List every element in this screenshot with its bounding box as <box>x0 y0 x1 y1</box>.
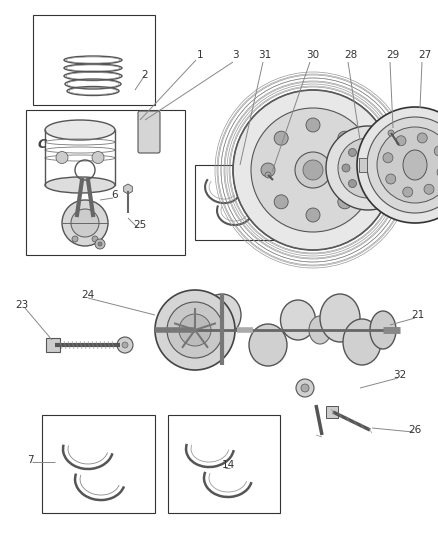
Ellipse shape <box>370 311 396 349</box>
Ellipse shape <box>343 319 381 365</box>
FancyBboxPatch shape <box>138 111 160 153</box>
FancyBboxPatch shape <box>359 158 367 172</box>
Circle shape <box>167 302 223 358</box>
Circle shape <box>155 290 235 370</box>
Circle shape <box>338 138 398 198</box>
Text: 30: 30 <box>307 50 320 60</box>
Bar <box>195 165 280 240</box>
Circle shape <box>349 149 357 157</box>
FancyBboxPatch shape <box>326 406 338 418</box>
Circle shape <box>251 108 375 232</box>
FancyBboxPatch shape <box>46 338 60 352</box>
Circle shape <box>383 153 393 163</box>
Text: 25: 25 <box>134 220 147 230</box>
Ellipse shape <box>45 177 115 193</box>
Circle shape <box>265 172 271 178</box>
Text: 29: 29 <box>386 50 399 60</box>
Circle shape <box>62 200 108 246</box>
Text: 7: 7 <box>27 455 33 465</box>
Circle shape <box>179 314 211 346</box>
Circle shape <box>338 195 352 209</box>
Circle shape <box>386 174 396 184</box>
Text: 6: 6 <box>112 190 118 200</box>
Circle shape <box>233 90 393 250</box>
Ellipse shape <box>309 316 331 344</box>
Circle shape <box>274 131 288 145</box>
Circle shape <box>274 195 288 209</box>
Circle shape <box>306 208 320 222</box>
Circle shape <box>349 180 357 188</box>
Ellipse shape <box>403 150 427 180</box>
Circle shape <box>326 126 410 210</box>
Circle shape <box>367 117 438 213</box>
Circle shape <box>92 151 104 164</box>
Text: 14: 14 <box>221 460 235 470</box>
Text: 3: 3 <box>232 50 238 60</box>
Circle shape <box>437 167 438 177</box>
Ellipse shape <box>45 120 115 140</box>
Circle shape <box>295 152 331 188</box>
Circle shape <box>303 160 323 180</box>
Bar <box>33 15 155 105</box>
Circle shape <box>377 127 438 203</box>
Circle shape <box>98 242 102 246</box>
Circle shape <box>386 164 394 172</box>
Circle shape <box>388 130 394 136</box>
Text: 31: 31 <box>258 50 272 60</box>
Text: 21: 21 <box>411 310 424 320</box>
Ellipse shape <box>203 294 241 336</box>
Circle shape <box>72 236 78 242</box>
Circle shape <box>117 337 133 353</box>
Circle shape <box>424 184 434 194</box>
Text: 32: 32 <box>393 370 406 380</box>
Text: 24: 24 <box>81 290 95 300</box>
Circle shape <box>417 133 427 143</box>
Circle shape <box>301 384 309 392</box>
Circle shape <box>306 118 320 132</box>
Text: 23: 23 <box>15 300 28 310</box>
Circle shape <box>296 379 314 397</box>
Circle shape <box>122 342 128 348</box>
Circle shape <box>364 142 372 150</box>
Circle shape <box>396 136 406 146</box>
Circle shape <box>357 107 438 223</box>
Bar <box>42 415 155 513</box>
Circle shape <box>71 209 99 237</box>
Circle shape <box>338 131 352 145</box>
Circle shape <box>358 158 378 178</box>
Text: 28: 28 <box>344 50 357 60</box>
Circle shape <box>351 163 365 177</box>
Circle shape <box>364 186 372 194</box>
Text: 26: 26 <box>408 425 422 435</box>
Circle shape <box>261 163 275 177</box>
Bar <box>26 110 185 255</box>
Circle shape <box>434 146 438 156</box>
Circle shape <box>95 239 105 249</box>
Ellipse shape <box>249 324 287 366</box>
Text: 27: 27 <box>418 50 431 60</box>
Circle shape <box>342 164 350 172</box>
Circle shape <box>92 236 98 242</box>
Ellipse shape <box>280 300 315 340</box>
Bar <box>168 415 280 513</box>
Circle shape <box>380 180 388 188</box>
Ellipse shape <box>320 294 360 342</box>
Circle shape <box>56 151 68 164</box>
Circle shape <box>403 187 413 197</box>
Circle shape <box>380 149 388 157</box>
Text: 2: 2 <box>141 70 148 80</box>
Text: 1: 1 <box>197 50 203 60</box>
Text: C: C <box>37 139 46 151</box>
